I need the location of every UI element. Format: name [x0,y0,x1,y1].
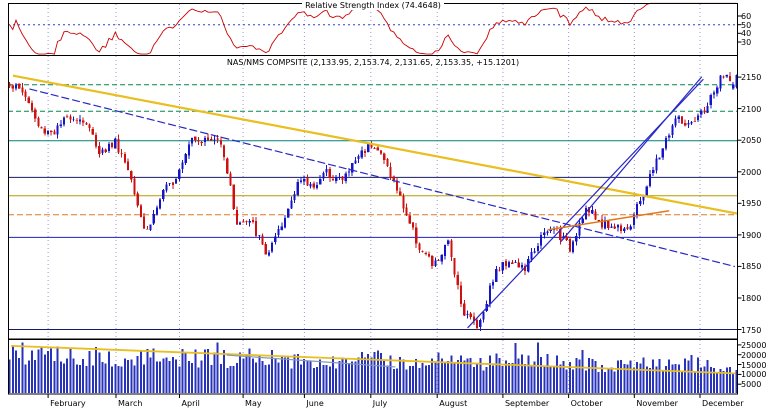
month-label: February [50,399,86,408]
month-label: October [570,399,603,408]
month-label: August [439,399,468,408]
volume-ytick-label: 10000 [741,370,767,380]
volume-ytick-label: 25000 [741,340,767,350]
volume-bars [8,342,738,393]
price-ytick-label: 2000 [741,167,762,177]
price-ytick-label: 1800 [741,293,762,303]
rsi-ytick-label: 30 [741,38,752,47]
price-ytick-label: 1850 [741,262,762,272]
trendline-dashed-downtrend [29,88,736,267]
rsi-ytick-label: 50 [741,20,752,30]
month-label: November [636,399,678,408]
month-label: May [245,399,262,408]
month-label: September [504,399,550,408]
price-ytick-label: 2100 [741,104,762,114]
month-label: April [181,399,200,408]
price-ytick-label: 2050 [741,136,762,146]
price-ytick-label: 1900 [741,230,762,240]
month-label: June [306,399,324,408]
price-ytick-label: 1750 [741,325,762,335]
trendline-uptrend-from-october-low [560,76,703,242]
trendline-volume-mid-segment [226,354,396,368]
volume-ytick-label: 20000 [741,350,767,360]
month-label: March [118,399,143,408]
rsi-ytick-label: 60 [741,12,752,21]
month-label: December [702,399,744,408]
panel-borders [8,3,738,395]
price-ytick-label: 1950 [741,199,762,209]
price-ytick-label: 2150 [741,73,762,83]
trendline-october-support-segment [547,210,670,231]
candlesticks [8,72,738,331]
rsi-ytick-label: 40 [741,29,752,39]
trendline-major-downtrend [12,74,738,215]
rsi-line [9,2,737,55]
trendline-volume-downtrend [10,344,736,375]
volume-ytick-label: 15000 [741,360,767,370]
volume-ytick-label: 5000 [741,380,762,390]
month-label: July [372,399,388,408]
